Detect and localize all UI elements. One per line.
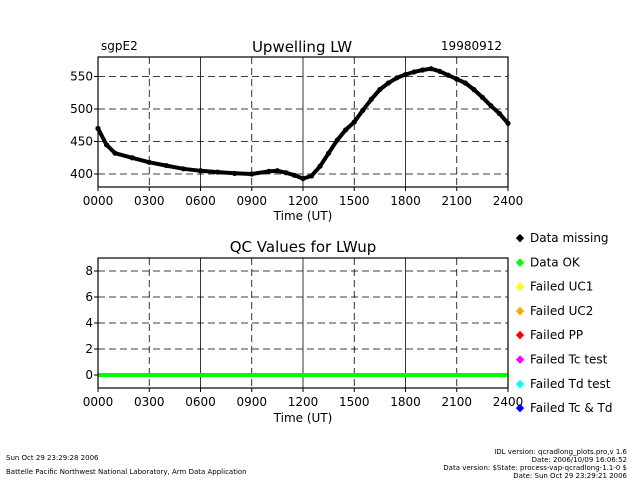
y-tick-label: 400 <box>70 167 93 181</box>
legend-label: Failed UC2 <box>530 304 593 318</box>
footer-org: Battelle Pacific Northwest National Labo… <box>6 468 247 476</box>
qc-x-axis-label: Time (UT) <box>273 411 333 425</box>
x-tick-label: 2400 <box>493 194 524 208</box>
legend-label: Failed Td test <box>530 377 611 391</box>
footer-data-date: Date: Sun Oct 29 23:29:21 2006 <box>513 472 627 480</box>
qc-x-tick-label: 0300 <box>134 395 165 409</box>
qc-y-tick-label: 4 <box>85 316 93 330</box>
footer: Sun Oct 29 23:29:28 2006 Battelle Pacifi… <box>6 448 628 480</box>
footer-idl-date: Date: 2006/10/09 16:06:52 <box>532 456 627 464</box>
site-label: sgpE2 <box>101 39 138 53</box>
footer-idl-version: IDL version: qcradlong_plots.pro,v 1.6 <box>494 448 627 456</box>
legend-marker: ◆ <box>516 280 525 293</box>
x-axis-label: Time (UT) <box>273 209 333 223</box>
legend-label: Failed UC1 <box>530 280 593 294</box>
x-tick-label: 1500 <box>339 194 370 208</box>
legend-marker: ◆ <box>516 304 525 317</box>
qc-x-tick-label: 0600 <box>185 395 216 409</box>
x-axis-ticks: 0000 0300 0600 0900 1200 1500 1800 2100 2400 <box>83 187 524 208</box>
qc-chart-title: QC Values for LWup <box>230 238 377 256</box>
x-tick-label: 1800 <box>390 194 421 208</box>
legend-marker: ◆ <box>516 377 525 390</box>
y-tick-label: 450 <box>70 135 93 149</box>
legend-label: Failed PP <box>530 328 583 342</box>
legend-marker: ◆ <box>516 255 525 268</box>
x-tick-label: 0000 <box>83 194 114 208</box>
x-tick-label: 0900 <box>236 194 267 208</box>
grid-lines <box>98 57 508 187</box>
x-tick-label: 2100 <box>441 194 472 208</box>
legend-marker: ◆ <box>516 328 525 341</box>
legend-marker: ◆ <box>516 231 525 244</box>
qc-y-tick-label: 0 <box>85 368 93 382</box>
legend-label: Failed Tc test <box>530 353 608 367</box>
x-tick-label: 0300 <box>134 194 165 208</box>
qc-x-tick-label: 0000 <box>83 395 114 409</box>
y-tick-label: 500 <box>70 102 93 116</box>
legend-marker: ◆ <box>516 401 525 414</box>
legend-label: Failed Tc & Td <box>530 401 612 415</box>
x-tick-label: 0600 <box>185 194 216 208</box>
y-tick-label: 550 <box>70 70 93 84</box>
qc-y-axis-ticks: 0 2 4 6 8 <box>85 264 98 382</box>
qc-x-axis-ticks: 0000 0300 0600 0900 1200 1500 1800 2100 2400 <box>83 388 524 409</box>
series-line <box>96 66 510 181</box>
qc-y-tick-label: 8 <box>85 264 93 278</box>
data-points <box>95 66 511 182</box>
footer-date: Sun Oct 29 23:29:28 2006 <box>6 454 99 462</box>
qc-x-tick-label: 1500 <box>339 395 370 409</box>
upwelling-chart: sgpE2 Upwelling LW 19980912 400 450 500 550… <box>70 38 523 223</box>
y-axis-ticks: 400 450 500 550 <box>70 70 98 181</box>
qc-x-tick-label: 2400 <box>493 395 524 409</box>
legend: ◆ Data missing ◆ Data OK ◆ Failed UC1 ◆ Failed … <box>516 231 613 415</box>
legend-label: Data missing <box>530 231 609 245</box>
qc-x-tick-label: 1200 <box>288 395 319 409</box>
qc-x-tick-label: 1800 <box>390 395 421 409</box>
qc-y-tick-label: 6 <box>85 290 93 304</box>
qc-x-tick-label: 0900 <box>236 395 267 409</box>
legend-label: Data OK <box>530 255 581 269</box>
date-label: 19980912 <box>441 39 502 53</box>
qc-x-tick-label: 2100 <box>441 395 472 409</box>
qc-grid-lines <box>98 258 508 388</box>
qc-chart: QC Values for LWup 0 2 4 6 8 0000 0300 0600 090… <box>83 238 524 425</box>
chart-title: Upwelling LW <box>252 38 352 56</box>
qc-y-tick-label: 2 <box>85 342 93 356</box>
footer-data-version: Data version: $State: process-vap-qcradl… <box>443 464 627 472</box>
x-tick-label: 1200 <box>288 194 319 208</box>
legend-marker: ◆ <box>516 353 525 366</box>
